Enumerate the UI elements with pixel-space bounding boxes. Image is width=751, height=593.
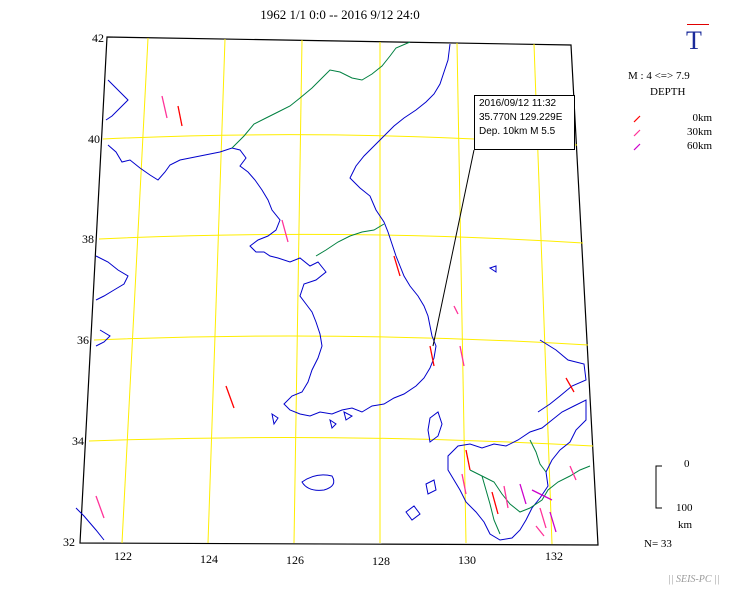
quake-mark — [465, 449, 471, 471]
depth-scale-unit: km — [678, 519, 693, 531]
longitude-labels: 122 124 126 128 130 132 — [114, 549, 563, 568]
latitude-labels: 42 40 38 36 34 32 — [63, 31, 104, 549]
quake-mark — [569, 465, 577, 481]
quake-mark — [161, 95, 168, 119]
quake-mark — [225, 385, 235, 409]
lat-label: 40 — [88, 132, 100, 146]
lon-label: 130 — [458, 553, 476, 567]
quake-mark — [429, 345, 435, 367]
coastline — [75, 43, 587, 541]
legend-magnitude: M : 4 <=> 7.9 — [628, 70, 690, 82]
legend-depth-swatch — [633, 115, 641, 123]
quake-mark — [177, 105, 183, 127]
legend-depth-label: 60km — [686, 140, 712, 152]
quake-mark — [519, 483, 527, 505]
lat-label: 36 — [77, 333, 89, 347]
lat-label: 38 — [82, 232, 94, 246]
quake-mark — [565, 377, 575, 393]
quake-mark — [491, 491, 499, 515]
lon-label: 126 — [286, 553, 304, 567]
popup-location: 35.770N 129.229E — [479, 112, 563, 123]
lat-label: 42 — [92, 31, 104, 45]
quake-mark — [393, 255, 401, 277]
legend-mark-bar — [687, 24, 709, 25]
lon-label: 124 — [200, 552, 218, 566]
quake-mark — [453, 305, 459, 315]
legend-depth-swatch — [633, 129, 641, 137]
quake-mark — [535, 525, 545, 537]
lat-label: 34 — [72, 434, 84, 448]
depth-scale-top: 0 — [684, 458, 690, 470]
quake-mark — [539, 507, 547, 529]
lon-label: 122 — [114, 549, 132, 563]
popup-depth-mag: Dep. 10km M 5.5 — [479, 126, 556, 137]
lon-label: 132 — [545, 549, 563, 563]
quake-mark — [281, 219, 289, 243]
quake-mark — [95, 495, 105, 519]
lon-label: 128 — [372, 554, 390, 568]
quake-mark — [459, 345, 465, 367]
event-info-popup[interactable]: 2016/09/12 11:32 35.770N 129.229E Dep. 1… — [474, 95, 575, 150]
depth-scale-bar — [655, 465, 662, 509]
legend-depth-title: DEPTH — [650, 86, 686, 98]
event-count: N= 33 — [644, 538, 672, 550]
quake-mark — [461, 473, 467, 495]
quake-mark — [503, 485, 509, 509]
map-frame — [79, 36, 599, 546]
popup-datetime: 2016/09/12 11:32 — [479, 98, 557, 109]
legend-mark: T — [686, 26, 702, 55]
lat-label: 32 — [63, 535, 75, 549]
quake-mark — [531, 489, 553, 501]
earthquake-markers[interactable] — [95, 95, 577, 537]
depth-scale-bottom: 100 — [676, 502, 693, 514]
software-credit: || SEIS-PC || — [668, 574, 720, 585]
map-title: 1962 1/1 0:0 -- 2016 9/12 24:0 — [260, 7, 420, 22]
quake-mark — [549, 511, 557, 533]
callout-leader — [432, 149, 475, 347]
legend-depth-swatch — [633, 143, 641, 151]
borders — [231, 41, 591, 535]
legend-depth-label: 0km — [692, 112, 712, 124]
legend-depth-label: 30km — [686, 126, 712, 138]
